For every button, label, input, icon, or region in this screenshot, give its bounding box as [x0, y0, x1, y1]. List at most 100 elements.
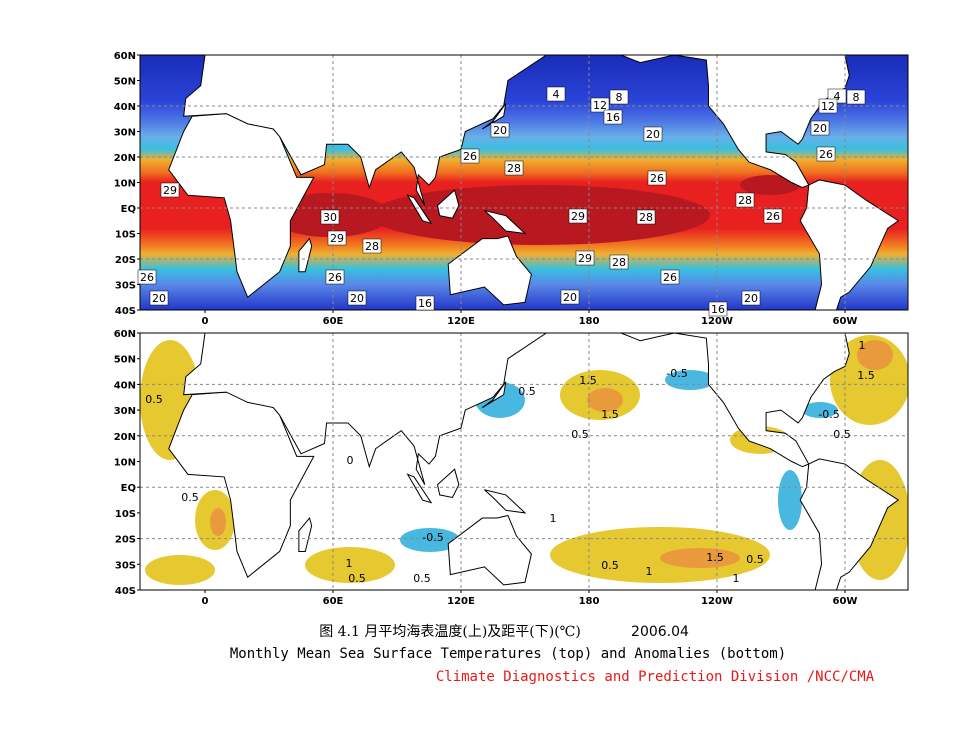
- contour-label: 12: [593, 99, 607, 112]
- contour-label: 16: [606, 111, 620, 124]
- contour-label-box: [347, 290, 367, 306]
- contour-label: 8: [853, 91, 860, 104]
- lat-label: 10S: [115, 230, 136, 241]
- lat-label: 40N: [114, 380, 136, 391]
- lat-label: 50N: [114, 355, 136, 366]
- contour-label: 0.5: [746, 553, 764, 566]
- contour-label-box: [708, 301, 728, 317]
- contour-label-box: [590, 97, 610, 113]
- contour-label-box: [810, 120, 830, 136]
- contour-label-box: [490, 122, 510, 138]
- continent: [482, 381, 507, 408]
- continent: [436, 468, 460, 499]
- contour-label: 28: [365, 240, 379, 253]
- continent: [183, 332, 548, 485]
- contour-label: 28: [639, 211, 653, 224]
- lon-label: 120E: [447, 596, 475, 607]
- continent: [482, 103, 507, 130]
- continent: [298, 516, 313, 552]
- patch: [210, 508, 226, 536]
- contour-label-box: [560, 289, 580, 305]
- patch: [660, 548, 740, 568]
- contour-label-box: [415, 295, 435, 311]
- contour-label: 20: [813, 122, 827, 135]
- contour-label: 12: [821, 100, 835, 113]
- lon-label: 120W: [701, 596, 733, 607]
- continent: [447, 514, 532, 586]
- patch: [145, 555, 215, 585]
- lat-label: 10N: [114, 179, 136, 190]
- continent: [298, 237, 313, 273]
- patch: [778, 470, 802, 530]
- contour-label: 16: [418, 297, 432, 310]
- contour-label-box: [643, 126, 663, 142]
- contour-label-box: [325, 269, 345, 285]
- lon-label: 0: [202, 316, 209, 327]
- lon-label: 180: [579, 316, 600, 327]
- contour-label-box: [603, 109, 623, 125]
- lat-label: 30S: [115, 560, 136, 571]
- patch: [802, 402, 838, 418]
- contour-label: 26: [819, 148, 833, 161]
- lat-label: 20S: [115, 255, 136, 266]
- contour-label-box: [137, 269, 157, 285]
- contour-label: 26: [463, 150, 477, 163]
- lat-label: 20S: [115, 535, 136, 546]
- contour-label: 26: [766, 210, 780, 223]
- continent: [620, 332, 850, 468]
- lon-label: 180: [579, 596, 600, 607]
- contour-label: -0.5: [818, 408, 839, 421]
- contour-label-box: [609, 89, 629, 105]
- patch: [400, 528, 460, 552]
- contour-label-box: [460, 148, 480, 164]
- lon-label: 120E: [447, 316, 475, 327]
- lat-label: EQ: [121, 204, 136, 215]
- contour-label: 1.5: [857, 369, 875, 382]
- contour-label-box: [504, 160, 524, 176]
- contour-label: 0.5: [181, 491, 199, 504]
- patch: [305, 547, 395, 583]
- contour-label: 29: [163, 184, 177, 197]
- contour-label: 0.5: [571, 428, 589, 441]
- land: [168, 54, 900, 591]
- contour-label-box: [818, 98, 838, 114]
- contour-label-box: [763, 208, 783, 224]
- contour-label: 1: [550, 512, 557, 525]
- contour-label: 26: [650, 172, 664, 185]
- lat-label: 40S: [115, 586, 136, 597]
- continent: [447, 235, 532, 306]
- contour-label: 28: [612, 256, 626, 269]
- lat-label: 60N: [114, 51, 136, 62]
- lon-label: 60W: [833, 316, 858, 327]
- contour-label-box: [160, 182, 180, 198]
- lat-label: 20N: [114, 432, 136, 443]
- contour-label: 4: [553, 88, 560, 101]
- contour-label-box: [735, 192, 755, 208]
- contour-label-box: [741, 290, 761, 306]
- contour-label: 1: [733, 572, 740, 585]
- contour-label: 1.5: [706, 551, 724, 564]
- contour-label: 8: [616, 91, 623, 104]
- contour-label: -0.5: [666, 367, 687, 380]
- contour-label: 0: [347, 454, 354, 467]
- lat-label: 60N: [114, 329, 136, 340]
- lat-label: 50N: [114, 77, 136, 88]
- contour-label: 1: [859, 339, 866, 352]
- caption-date: 2006.04: [631, 624, 689, 640]
- lon-label: 120W: [701, 316, 733, 327]
- caption-credit: Climate Diagnostics and Prediction Divis…: [436, 669, 875, 685]
- contour-label: 0.5: [348, 572, 366, 585]
- contour-label: 29: [571, 210, 585, 223]
- patch: [665, 370, 715, 390]
- contour-label: 16: [711, 303, 725, 316]
- contour-label: 4: [834, 90, 841, 103]
- lon-label: 0: [202, 596, 209, 607]
- contour-label: 20: [152, 292, 166, 305]
- lat-label: EQ: [121, 483, 136, 494]
- lat-label: 30N: [114, 128, 136, 139]
- caption-title-en: Monthly Mean Sea Surface Temperatures (t…: [230, 646, 786, 662]
- contour-label-box: [362, 238, 382, 254]
- continent: [484, 489, 527, 514]
